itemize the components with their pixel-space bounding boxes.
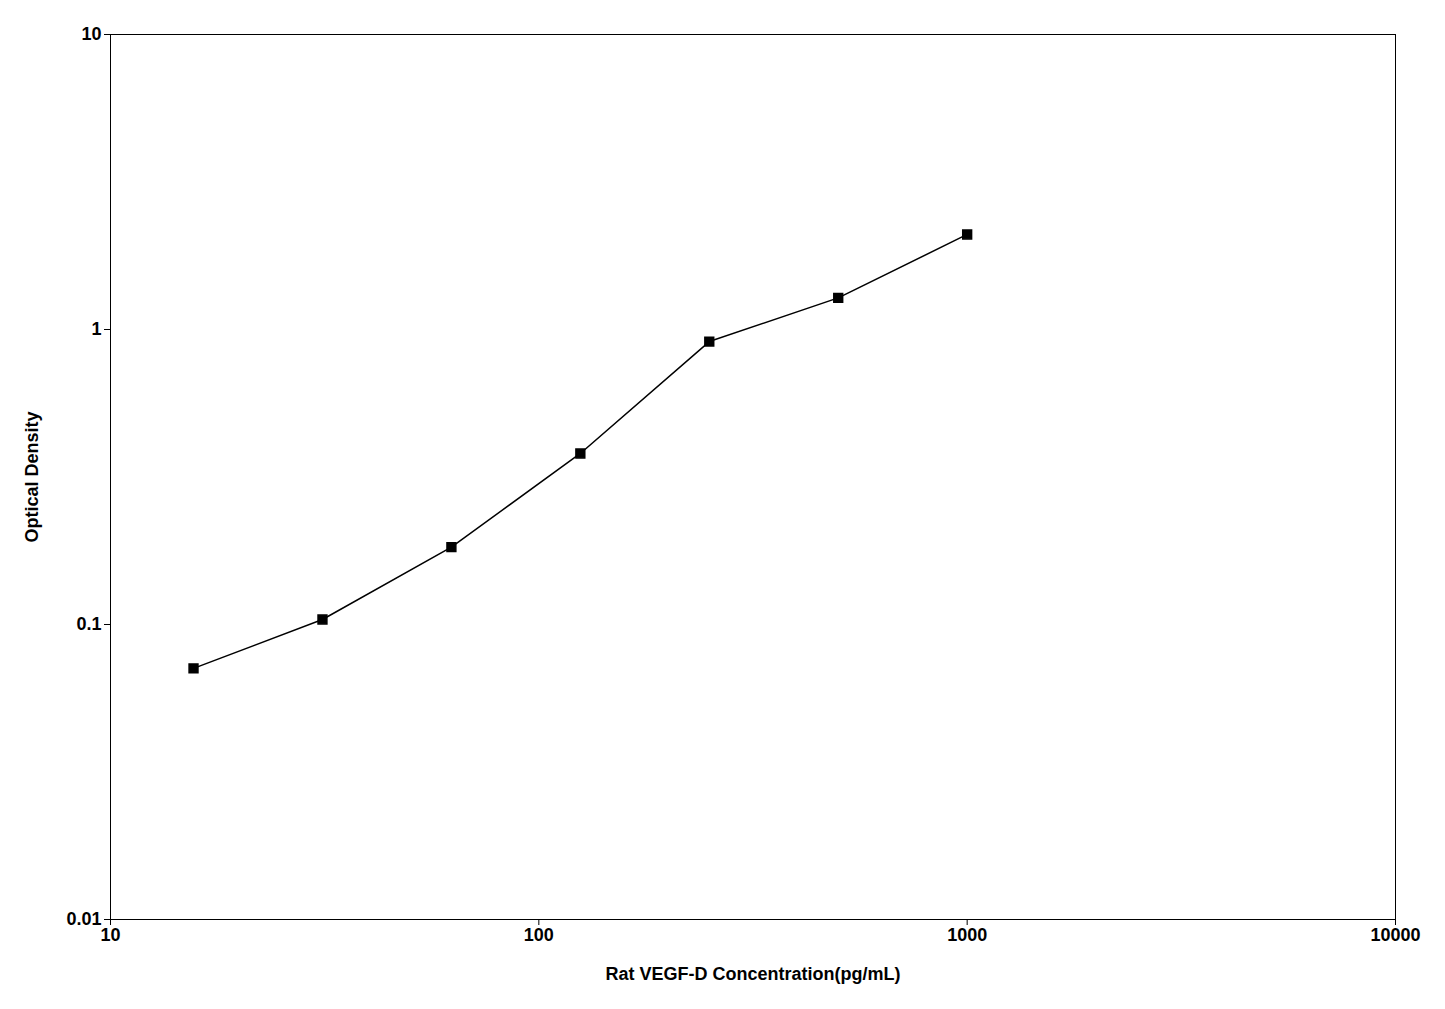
svg-text:100: 100 <box>524 925 554 945</box>
svg-text:0.01: 0.01 <box>66 909 101 929</box>
svg-text:Rat VEGF-D Concentration(pg/mL: Rat VEGF-D Concentration(pg/mL) <box>606 964 901 984</box>
svg-text:1000: 1000 <box>947 925 987 945</box>
svg-text:10000: 10000 <box>1370 925 1420 945</box>
svg-text:Optical Density: Optical Density <box>22 411 42 542</box>
svg-text:10: 10 <box>100 925 120 945</box>
svg-text:10: 10 <box>81 24 101 44</box>
svg-text:1: 1 <box>91 319 101 339</box>
svg-text:0.1: 0.1 <box>76 614 101 634</box>
